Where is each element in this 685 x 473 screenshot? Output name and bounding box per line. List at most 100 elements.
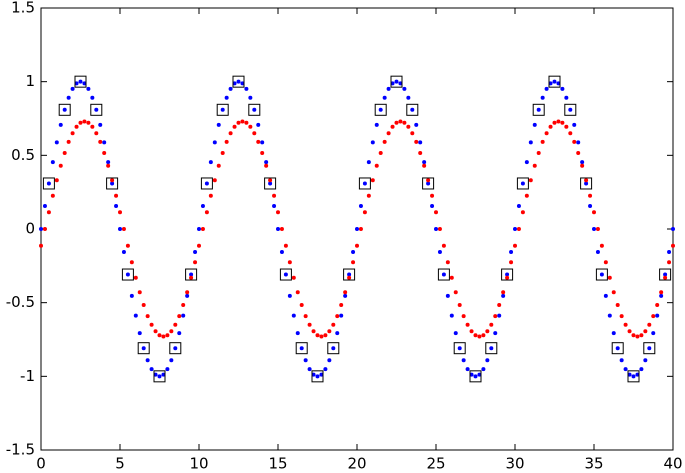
- dot: [390, 124, 395, 129]
- dot: [260, 150, 265, 155]
- dot: [465, 322, 470, 327]
- dot: [161, 334, 166, 339]
- dot: [343, 290, 348, 295]
- dot: [252, 107, 257, 112]
- dot: [635, 372, 640, 377]
- dot: [303, 314, 308, 319]
- dot: [437, 249, 442, 254]
- dot: [576, 150, 581, 155]
- dot: [240, 81, 245, 86]
- dot: [121, 227, 126, 231]
- dot: [66, 95, 71, 100]
- dot: [489, 322, 494, 327]
- dot: [248, 124, 253, 129]
- dot: [82, 81, 87, 86]
- dot: [228, 131, 233, 136]
- dot: [185, 293, 190, 298]
- dot: [216, 122, 221, 127]
- dot: [564, 95, 569, 100]
- dot: [351, 249, 356, 254]
- dot: [552, 79, 557, 84]
- dot: [355, 243, 359, 248]
- dot: [173, 322, 178, 327]
- dot: [501, 290, 506, 295]
- dot: [264, 160, 269, 165]
- dot: [110, 181, 115, 186]
- dot: [137, 331, 142, 336]
- square-marker: [343, 268, 356, 281]
- dot: [406, 124, 411, 129]
- dot: [181, 303, 186, 308]
- dot: [592, 210, 596, 215]
- dot: [272, 193, 277, 198]
- dot: [323, 367, 328, 372]
- dot: [568, 131, 573, 136]
- dot: [145, 314, 150, 319]
- dot: [536, 107, 541, 112]
- dot: [584, 181, 589, 186]
- dot: [102, 140, 107, 145]
- dot: [599, 272, 604, 277]
- dot: [619, 314, 624, 319]
- square-marker: [121, 268, 134, 281]
- dot: [422, 163, 427, 168]
- dot: [445, 293, 450, 298]
- dot: [453, 290, 458, 295]
- y-tick-label: -1: [20, 367, 35, 385]
- dot: [461, 314, 466, 319]
- x-tick-label: 20: [347, 455, 366, 473]
- dot: [351, 260, 356, 265]
- dot: [414, 139, 419, 144]
- square-marker: [295, 342, 308, 355]
- dot: [98, 139, 103, 144]
- dot: [382, 139, 387, 144]
- square-marker: [532, 103, 545, 116]
- dot: [149, 367, 154, 372]
- dot: [358, 227, 363, 231]
- dot: [177, 314, 182, 319]
- square-marker: [311, 370, 324, 383]
- dot: [42, 204, 47, 209]
- dot: [615, 346, 620, 351]
- dot: [272, 204, 277, 209]
- dot: [461, 358, 466, 363]
- dot: [497, 303, 502, 308]
- dot: [90, 95, 95, 100]
- dot: [291, 275, 296, 280]
- dot: [86, 120, 91, 125]
- dot: [473, 333, 478, 338]
- dot: [339, 313, 344, 318]
- dot: [197, 227, 201, 231]
- dot: [370, 140, 375, 145]
- dot: [394, 120, 399, 125]
- dot: [327, 329, 332, 334]
- dot: [659, 290, 664, 295]
- dot: [74, 81, 79, 86]
- dot: [193, 260, 198, 265]
- dot: [390, 81, 395, 86]
- dot: [319, 372, 324, 377]
- dot: [153, 372, 158, 377]
- dot: [580, 163, 585, 168]
- dot: [46, 181, 51, 186]
- dot: [465, 367, 470, 372]
- square-marker: [580, 177, 593, 190]
- dot: [469, 372, 474, 377]
- dot: [232, 124, 237, 129]
- square-marker: [90, 103, 103, 116]
- x-tick-label: 5: [115, 455, 125, 473]
- dot: [189, 272, 194, 277]
- dot: [520, 210, 525, 215]
- dot: [295, 331, 300, 336]
- square-marker: [453, 342, 466, 355]
- dot: [283, 243, 288, 248]
- dot: [532, 122, 537, 127]
- dot: [244, 86, 249, 91]
- dot: [623, 367, 628, 372]
- dot: [212, 140, 217, 145]
- x-tick-label: 35: [584, 455, 603, 473]
- dot: [208, 160, 213, 165]
- dot: [212, 178, 217, 183]
- y-tick-label: 1.5: [11, 0, 35, 17]
- dot: [181, 313, 186, 318]
